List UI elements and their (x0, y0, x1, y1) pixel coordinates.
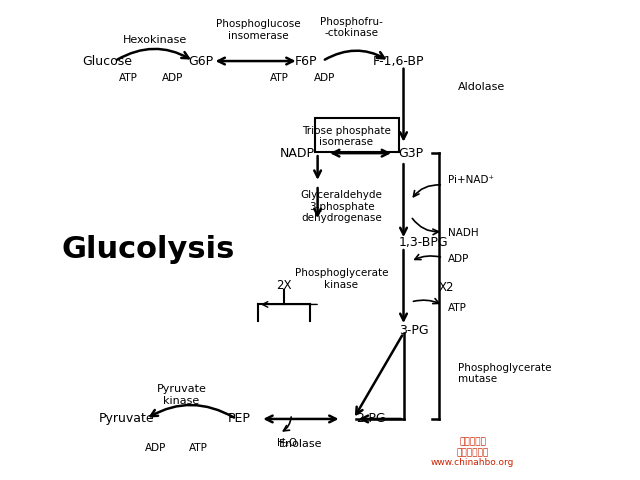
Text: 中华高压氧
医学信息中心
www.chinahbo.org: 中华高压氧 医学信息中心 www.chinahbo.org (431, 437, 515, 467)
Text: Hexokinase: Hexokinase (124, 35, 188, 45)
Text: ATP: ATP (270, 73, 289, 83)
Text: Triose phosphate
isomerase: Triose phosphate isomerase (302, 126, 390, 147)
Text: PEP: PEP (228, 412, 251, 425)
Text: F6P: F6P (294, 55, 317, 68)
Text: Pyruvate
kinase: Pyruvate kinase (157, 384, 207, 406)
Text: Glucose: Glucose (83, 55, 132, 68)
Text: Glucolysis: Glucolysis (61, 235, 235, 264)
Text: Aldolase: Aldolase (458, 82, 506, 92)
Text: Glyceraldehyde
3-phosphate
dehydrogenase: Glyceraldehyde 3-phosphate dehydrogenase (301, 190, 383, 223)
Text: ATP: ATP (448, 303, 467, 313)
Text: X2: X2 (438, 281, 454, 294)
Text: 3-PG: 3-PG (399, 324, 428, 337)
Text: ATP: ATP (118, 73, 138, 83)
Text: G6P: G6P (188, 55, 213, 68)
Text: Pyruvate: Pyruvate (99, 412, 154, 425)
Text: Phosphoglucose
insomerase: Phosphoglucose insomerase (216, 19, 300, 41)
Text: Enolase: Enolase (279, 439, 323, 449)
Text: 1,3-BPG: 1,3-BPG (399, 236, 449, 249)
Text: ADP: ADP (163, 73, 184, 83)
Text: H₂O: H₂O (276, 438, 297, 448)
Text: Pi+NAD⁺: Pi+NAD⁺ (448, 175, 494, 185)
Text: Phosphoglycerate
mutase: Phosphoglycerate mutase (458, 363, 552, 384)
Text: ADP: ADP (145, 443, 166, 453)
Text: ADP: ADP (448, 254, 469, 264)
Text: ATP: ATP (189, 443, 208, 453)
Text: G3P: G3P (399, 147, 424, 160)
Text: Phosphofru-
-ctokinase: Phosphofru- -ctokinase (319, 17, 383, 38)
Text: 2-PG: 2-PG (356, 412, 385, 425)
Text: F-1,6-BP: F-1,6-BP (373, 55, 424, 68)
Text: NADH: NADH (448, 228, 479, 238)
Text: NADP: NADP (280, 147, 316, 160)
FancyBboxPatch shape (316, 118, 399, 152)
Text: ADP: ADP (314, 73, 335, 83)
Text: Phosphoglycerate
kinase: Phosphoglycerate kinase (295, 268, 388, 290)
Text: 2X: 2X (276, 279, 292, 292)
